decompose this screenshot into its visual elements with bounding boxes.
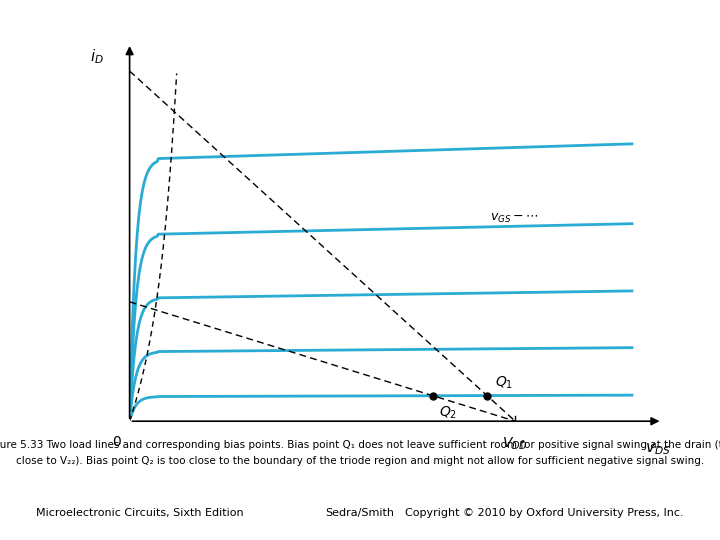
Text: $Q_1$: $Q_1$ (495, 374, 513, 391)
Text: $V_{DD}$: $V_{DD}$ (503, 435, 528, 451)
Text: Figure 5.33 Two load lines and corresponding bias points. Bias point Q₁ does not: Figure 5.33 Two load lines and correspon… (0, 440, 720, 450)
Text: $v_{GS} - \cdots$: $v_{GS} - \cdots$ (490, 212, 539, 225)
Text: $i_D$: $i_D$ (90, 47, 104, 66)
Text: Microelectronic Circuits, Sixth Edition: Microelectronic Circuits, Sixth Edition (36, 508, 243, 518)
Text: 0: 0 (112, 435, 121, 449)
Text: Sedra/Smith: Sedra/Smith (325, 508, 395, 518)
Text: $Q_2$: $Q_2$ (439, 404, 457, 421)
Text: close to V₂₂). Bias point Q₂ is too close to the boundary of the triode region a: close to V₂₂). Bias point Q₂ is too clos… (16, 456, 704, 467)
Text: Copyright © 2010 by Oxford University Press, Inc.: Copyright © 2010 by Oxford University Pr… (405, 508, 684, 518)
Text: $v_{DS}$: $v_{DS}$ (644, 441, 670, 457)
